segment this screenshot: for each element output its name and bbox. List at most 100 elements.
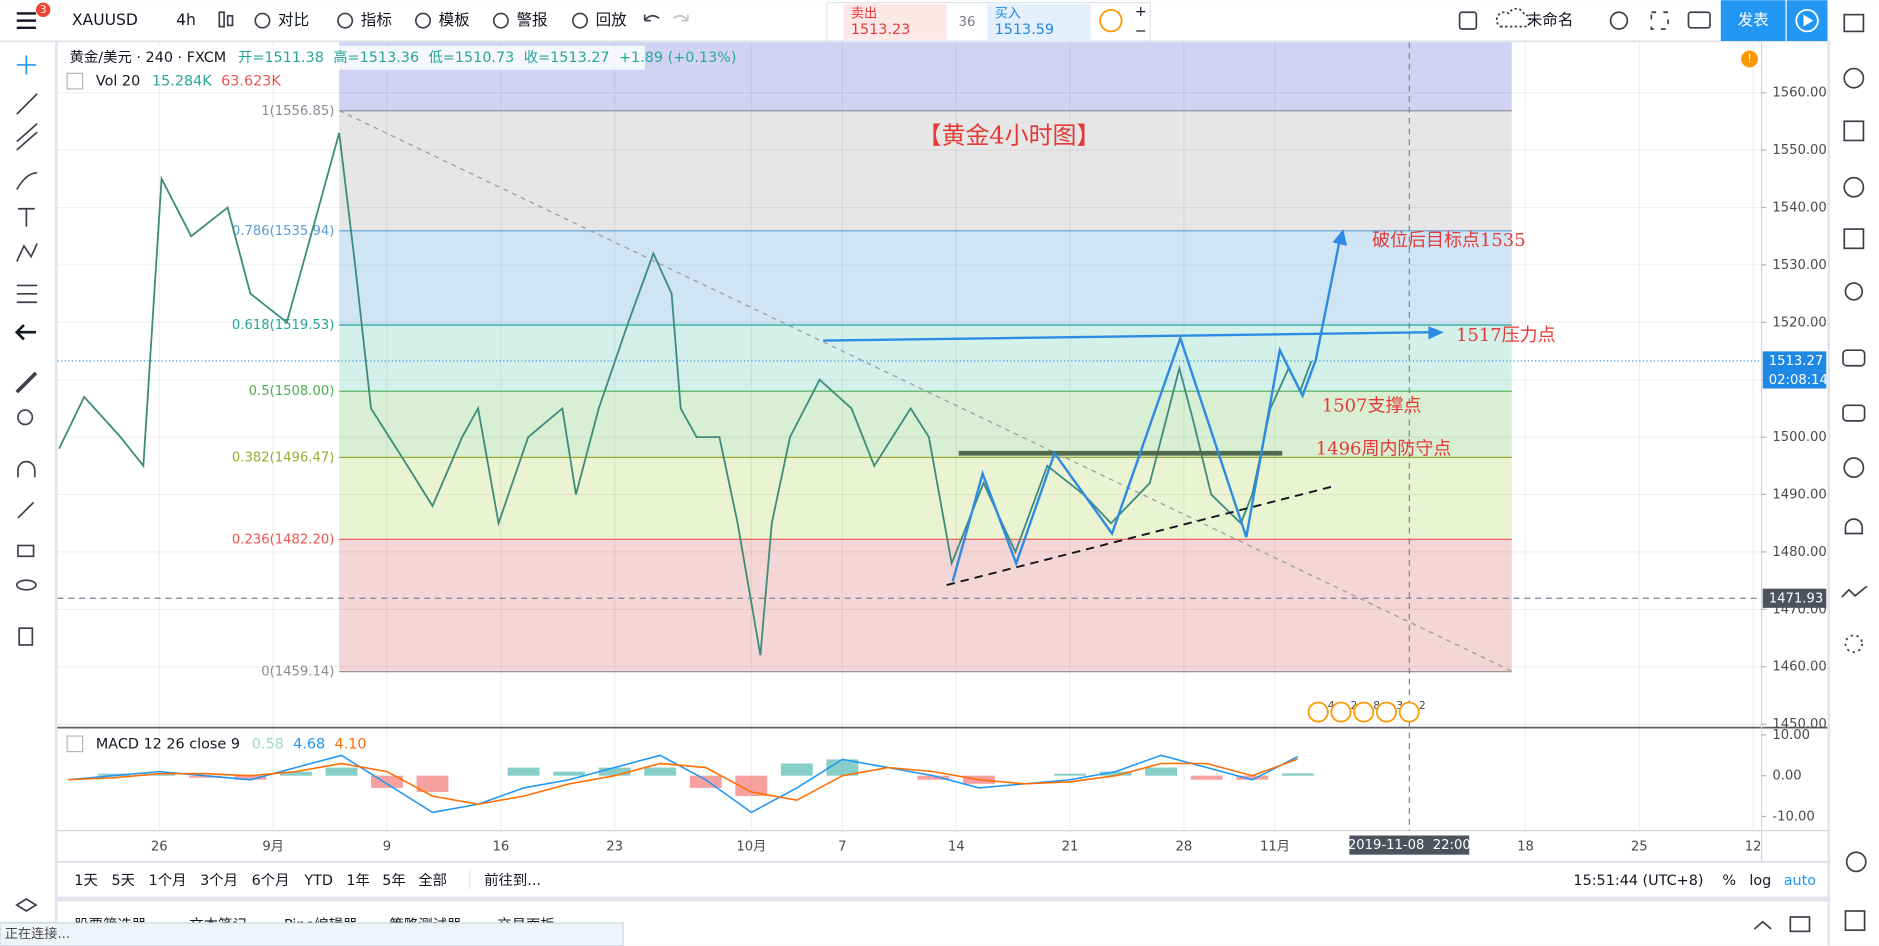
range-button[interactable]: 1年: [346, 872, 370, 889]
alerts-icon[interactable]: [1843, 67, 1865, 89]
interval[interactable]: 4h: [176, 11, 196, 29]
publish-button[interactable]: [1720, 0, 1786, 41]
macd-histogram-bar: [735, 775, 768, 797]
expand-icon[interactable]: [1753, 920, 1772, 930]
range-button[interactable]: 3个月: [200, 872, 238, 889]
pitchfork-tool[interactable]: [16, 123, 38, 151]
delete-tool[interactable]: [18, 627, 34, 646]
toolbar-button[interactable]: 对比: [278, 11, 309, 29]
range-button[interactable]: YTD: [303, 873, 333, 889]
range-button[interactable]: 全部: [418, 871, 447, 889]
chat-icon[interactable]: [1842, 349, 1866, 367]
toolbar-button[interactable]: 模板: [439, 11, 471, 29]
stay-drawing-tool[interactable]: [17, 501, 35, 519]
buy-label: 买入: [995, 5, 1021, 21]
sell-price: 1513.23: [851, 22, 910, 38]
bottom-bar: [57, 863, 1828, 897]
range-button[interactable]: 6个月: [252, 872, 290, 889]
redo-icon[interactable]: [672, 14, 689, 22]
countdown-badge: [1762, 370, 1827, 389]
right-toolbar: [1829, 0, 1879, 946]
range-button[interactable]: 1个月: [149, 872, 187, 889]
undo-icon[interactable]: [643, 14, 660, 22]
ruler-tool[interactable]: [15, 371, 38, 394]
hide-tool[interactable]: [15, 579, 37, 591]
settings-icon[interactable]: [1609, 11, 1629, 30]
panel-icon[interactable]: [1844, 910, 1866, 932]
toolbar-button[interactable]: 警报: [516, 11, 547, 29]
range-button[interactable]: 5年: [382, 872, 406, 889]
back-tool[interactable]: [14, 324, 36, 341]
toolbar-icon: [414, 12, 432, 29]
range-button[interactable]: 5天: [111, 873, 135, 889]
menu-button[interactable]: [16, 12, 36, 30]
more-icon[interactable]: [1844, 634, 1864, 653]
line-tool[interactable]: [16, 93, 38, 115]
watchlist-icon[interactable]: [1843, 13, 1865, 33]
notifications-icon[interactable]: [1844, 518, 1864, 535]
trading-icon[interactable]: [1841, 585, 1868, 598]
goto-button[interactable]: 前往到...: [484, 872, 541, 889]
alert-icon[interactable]: [1741, 50, 1758, 68]
maximize-icon[interactable]: [1789, 916, 1811, 933]
calendar-icon[interactable]: [1843, 120, 1865, 142]
event-marker[interactable]: [1353, 701, 1375, 723]
prediction-tool[interactable]: [16, 284, 38, 304]
toolbar-button[interactable]: 指标: [361, 11, 392, 29]
brush-tool[interactable]: [16, 171, 38, 191]
log-toggle[interactable]: log: [1749, 873, 1771, 889]
replay-icon: [1803, 14, 1814, 27]
fib-band: [339, 539, 1512, 672]
x-tick-label: 28: [1176, 839, 1193, 854]
layers-tool[interactable]: [15, 898, 38, 912]
ideas-icon[interactable]: [1844, 282, 1864, 301]
help-icon[interactable]: [1845, 851, 1867, 873]
hotlist-icon[interactable]: [1843, 228, 1865, 250]
data-window-icon[interactable]: [1843, 176, 1865, 198]
chart-style-button[interactable]: [218, 11, 234, 28]
x-tick-label: 10月: [736, 839, 766, 854]
minus-button[interactable]: −: [1135, 23, 1147, 39]
range-button[interactable]: 1天: [74, 873, 98, 889]
pattern-tool[interactable]: [16, 243, 38, 262]
toolbar-button[interactable]: 回放: [596, 11, 628, 29]
y-tick-label: 1490.00: [1772, 488, 1826, 503]
layout-name[interactable]: 未命名: [1527, 11, 1574, 29]
fib-band: [339, 230, 1512, 326]
messages-icon[interactable]: [1842, 404, 1866, 422]
last-price-label: 1513.27: [1769, 354, 1823, 369]
fullscreen-icon[interactable]: [1650, 11, 1669, 30]
alert-icon-mark: !: [1747, 51, 1752, 65]
spread: 36: [959, 15, 976, 30]
collapse-button[interactable]: [66, 735, 84, 753]
macd-histogram-bar: [279, 771, 312, 776]
crosshair-tool[interactable]: [16, 55, 36, 75]
collapse-button[interactable]: [66, 72, 84, 90]
symbol[interactable]: XAUUSD: [72, 11, 138, 29]
camera-icon[interactable]: [1687, 11, 1711, 29]
event-marker[interactable]: [1330, 701, 1352, 723]
hints-icon[interactable]: [1843, 457, 1865, 479]
auto-toggle[interactable]: auto: [1784, 873, 1817, 889]
legend: 黄金/美元 · 240 · FXCM 开=1511.38 高=1513.36 低…: [70, 49, 737, 66]
percent-toggle[interactable]: %: [1722, 873, 1736, 889]
info-icon[interactable]: [1099, 8, 1123, 33]
magnet-tool[interactable]: [17, 460, 36, 478]
event-count: 3: [1396, 699, 1403, 712]
zoom-tool[interactable]: [17, 409, 34, 426]
buy-button[interactable]: [987, 3, 1091, 40]
event-marker[interactable]: [1307, 701, 1329, 723]
text-tool[interactable]: [17, 207, 35, 227]
sell-button[interactable]: [843, 3, 947, 40]
y-tick-label: 1550.00: [1772, 143, 1826, 158]
event-marker[interactable]: [1398, 701, 1420, 723]
buy-price: 1513.59: [995, 22, 1054, 38]
volume-ma: 63.623K: [221, 74, 281, 90]
plus-button[interactable]: +: [1135, 4, 1147, 20]
select-icon[interactable]: [1458, 11, 1478, 30]
macd-histogram-bar: [644, 767, 677, 776]
event-marker[interactable]: [1375, 701, 1397, 723]
legend-high: 高=1513.36: [333, 49, 419, 66]
lock-tool[interactable]: [17, 544, 35, 558]
x-tick-label: 18: [1517, 839, 1534, 854]
